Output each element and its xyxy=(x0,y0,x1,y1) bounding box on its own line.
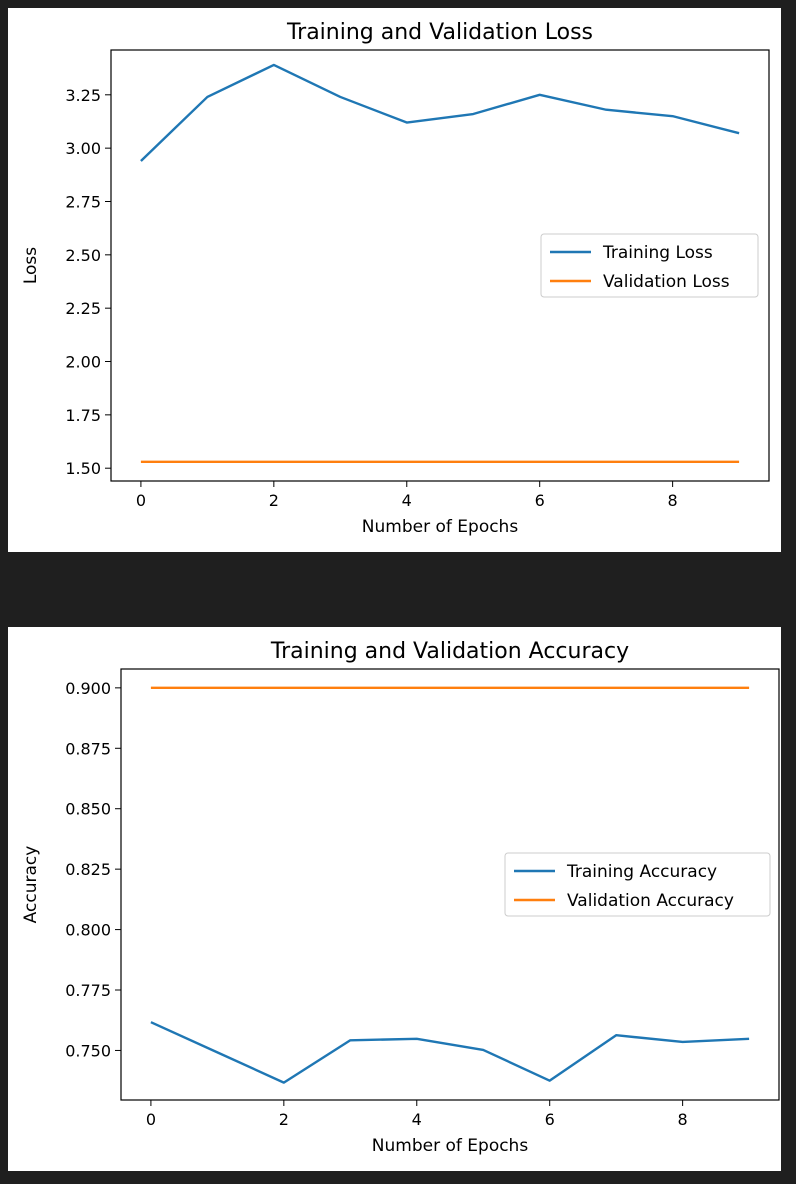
training-loss-legend-label: Training Loss xyxy=(602,243,713,263)
accuracy-x-tick-label: 6 xyxy=(545,1110,555,1129)
loss-y-tick-label: 2.50 xyxy=(65,246,101,265)
accuracy-y-tick-label: 0.850 xyxy=(65,800,111,819)
loss-plot-frame xyxy=(110,49,770,482)
loss-chart-title: Training and Validation Loss xyxy=(286,20,593,45)
loss-legend xyxy=(540,233,759,298)
loss-y-tick-label: 3.00 xyxy=(65,139,101,158)
accuracy-x-tick-label: 2 xyxy=(279,1110,289,1129)
loss-chart: Training and Validation Loss 0 2 4 6 8 1.50 1.7… xyxy=(21,20,770,537)
accuracy-plot-frame xyxy=(120,668,780,1101)
accuracy-y-tick-label: 0.775 xyxy=(65,981,111,1000)
accuracy-chart: Training and Validation Accuracy 0 2 4 6 8 0.7… xyxy=(21,639,780,1156)
accuracy-y-tick-label: 0.800 xyxy=(65,921,111,940)
loss-y-tick-label: 1.50 xyxy=(65,459,101,478)
accuracy-y-axis-label: Accuracy xyxy=(21,846,41,924)
loss-x-tick-label: 0 xyxy=(136,491,146,510)
accuracy-y-tick-label: 0.875 xyxy=(65,739,111,758)
loss-y-tick-label: 1.75 xyxy=(65,406,101,425)
accuracy-x-axis-label: Number of Epochs xyxy=(372,1136,529,1156)
loss-y-axis-label: Loss xyxy=(21,247,41,284)
loss-x-axis-label: Number of Epochs xyxy=(362,517,519,537)
training-accuracy-line xyxy=(150,1021,750,1084)
accuracy-y-tick-label: 0.750 xyxy=(65,1041,111,1060)
validation-loss-legend-label: Validation Loss xyxy=(603,272,730,292)
accuracy-x-tick-label: 0 xyxy=(146,1110,156,1129)
loss-x-tick-label: 2 xyxy=(269,491,279,510)
training-accuracy-legend-label: Training Accuracy xyxy=(566,862,717,882)
training-loss-line xyxy=(140,63,740,162)
accuracy-chart-panel: Training and Validation Accuracy 0 2 4 6 8 0.7… xyxy=(8,627,781,1171)
accuracy-legend xyxy=(504,852,771,917)
loss-y-tick-label: 2.75 xyxy=(65,192,101,211)
accuracy-y-tick-label: 0.825 xyxy=(65,860,111,879)
loss-y-tick-label: 3.25 xyxy=(65,86,101,105)
loss-x-tick-label: 8 xyxy=(668,491,678,510)
loss-x-tick-label: 4 xyxy=(402,491,412,510)
loss-chart-panel: Training and Validation Loss 0 2 4 6 8 1.50 1.7… xyxy=(8,8,781,552)
loss-y-tick-label: 2.00 xyxy=(65,353,101,372)
loss-x-tick-label: 6 xyxy=(535,491,545,510)
validation-accuracy-legend-label: Validation Accuracy xyxy=(567,891,734,911)
loss-y-tick-label: 2.25 xyxy=(65,299,101,318)
accuracy-y-tick-label: 0.900 xyxy=(65,679,111,698)
accuracy-x-tick-label: 4 xyxy=(412,1110,422,1129)
accuracy-chart-title: Training and Validation Accuracy xyxy=(270,639,629,664)
accuracy-x-tick-label: 8 xyxy=(678,1110,688,1129)
